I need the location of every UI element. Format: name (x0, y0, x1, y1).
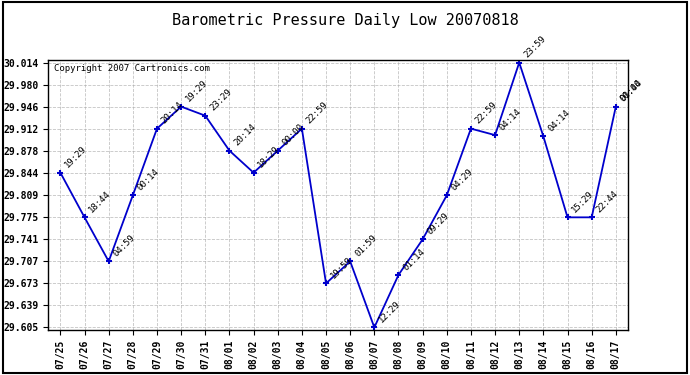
Text: 19:29: 19:29 (184, 78, 209, 104)
Text: 00:00: 00:00 (619, 78, 644, 104)
Text: 22:44: 22:44 (595, 189, 620, 214)
Text: 23:59: 23:59 (522, 34, 547, 60)
Text: 18:29: 18:29 (257, 144, 282, 170)
Text: 09:29: 09:29 (426, 211, 451, 237)
Text: 01:14: 01:14 (402, 247, 426, 272)
Text: 01:59: 01:59 (353, 233, 378, 259)
Text: 01:44: 01:44 (619, 78, 644, 104)
Text: 00:00: 00:00 (281, 123, 306, 148)
Text: 04:14: 04:14 (546, 108, 571, 134)
Text: 04:59: 04:59 (112, 233, 137, 259)
Text: 19:29: 19:29 (63, 144, 88, 170)
Text: 22:59: 22:59 (305, 100, 330, 126)
Text: Barometric Pressure Daily Low 20070818: Barometric Pressure Daily Low 20070818 (172, 13, 518, 28)
Text: 22:59: 22:59 (474, 100, 499, 126)
Text: 00:14: 00:14 (136, 167, 161, 192)
Text: 12:29: 12:29 (377, 299, 402, 325)
Text: Copyright 2007 Cartronics.com: Copyright 2007 Cartronics.com (54, 64, 210, 73)
Text: 23:29: 23:29 (208, 87, 233, 113)
Text: 20:14: 20:14 (160, 100, 185, 126)
Text: 19:59: 19:59 (329, 255, 354, 280)
Text: 04:29: 04:29 (450, 167, 475, 192)
Text: 15:29: 15:29 (571, 189, 595, 214)
Text: 18:44: 18:44 (88, 189, 112, 214)
Text: 04:14: 04:14 (498, 107, 523, 132)
Text: 20:14: 20:14 (233, 123, 257, 148)
